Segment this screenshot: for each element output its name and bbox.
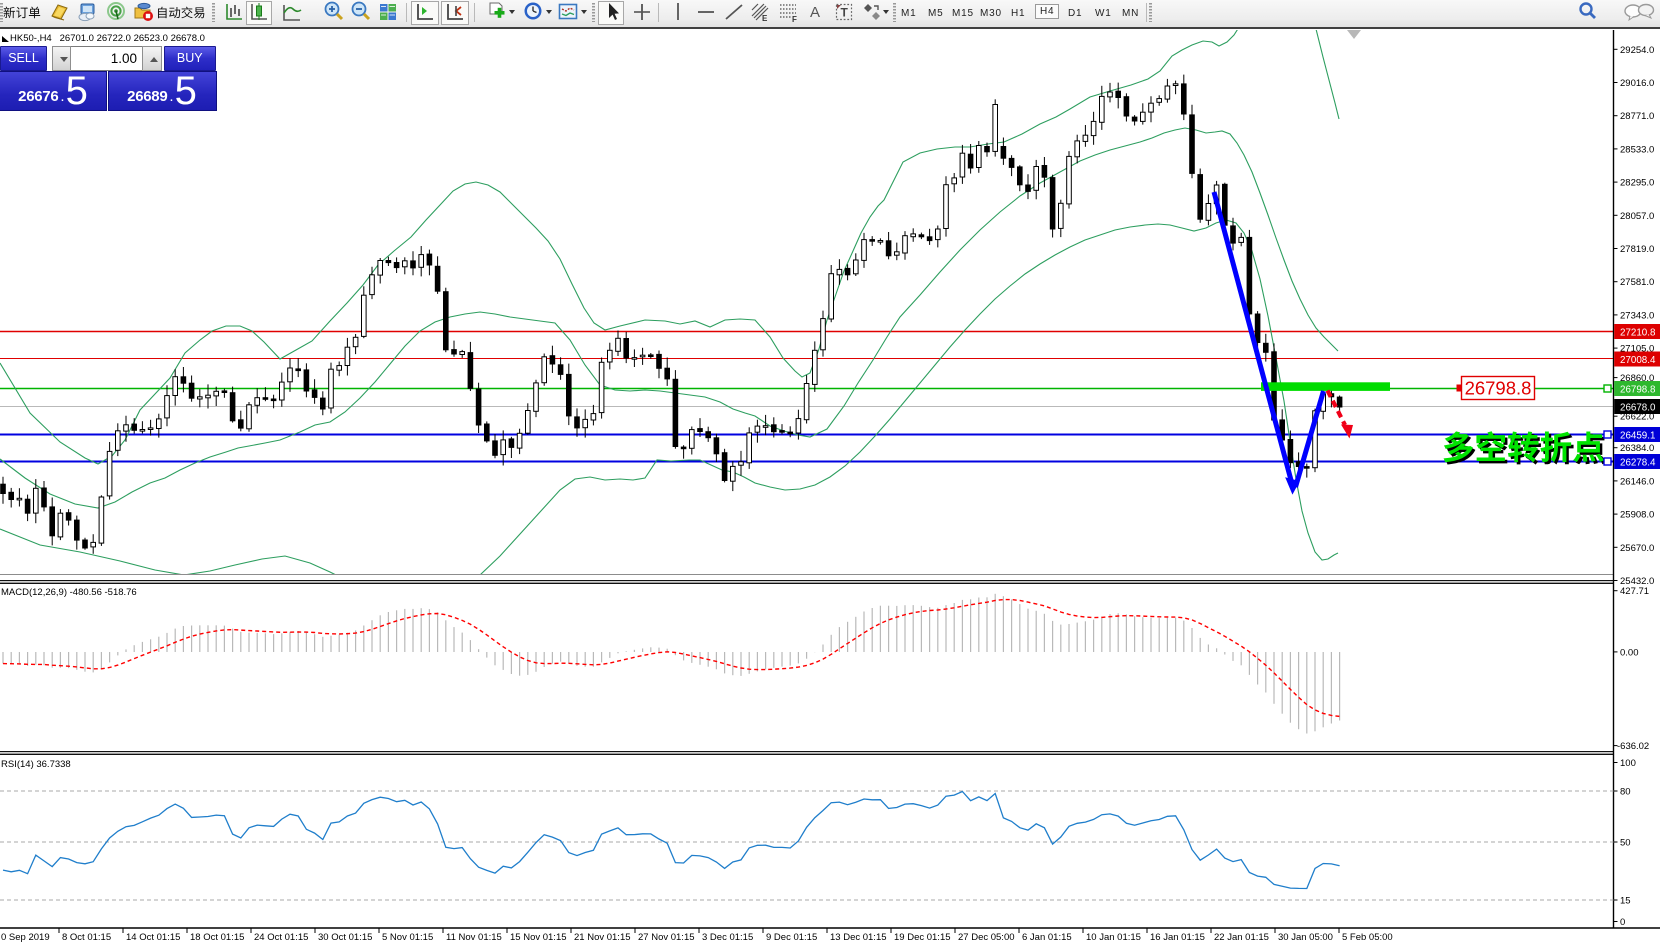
svg-text:26622.0: 26622.0 <box>1620 412 1654 423</box>
svg-text:0 Sep 2019: 0 Sep 2019 <box>1 932 50 943</box>
svg-text:22 Jan 01:15: 22 Jan 01:15 <box>1214 932 1269 943</box>
svg-text:15: 15 <box>1620 896 1631 907</box>
svg-text:27819.0: 27819.0 <box>1620 244 1654 255</box>
svg-text:29254.0: 29254.0 <box>1620 45 1654 56</box>
svg-text:T: T <box>841 6 849 20</box>
svg-text:28295.0: 28295.0 <box>1620 178 1654 189</box>
svg-text:21 Nov 01:15: 21 Nov 01:15 <box>574 932 631 943</box>
svg-text:26860.0: 26860.0 <box>1620 373 1654 384</box>
svg-text:29016.0: 29016.0 <box>1620 78 1654 89</box>
svg-text:8 Oct 01:15: 8 Oct 01:15 <box>62 932 111 943</box>
svg-text:26678.0: 26678.0 <box>1620 402 1656 413</box>
svg-text:26459.1: 26459.1 <box>1620 430 1655 441</box>
svg-text:19 Dec 01:15: 19 Dec 01:15 <box>894 932 951 943</box>
svg-text:27008.4: 27008.4 <box>1620 355 1656 366</box>
svg-text:13 Dec 01:15: 13 Dec 01:15 <box>830 932 887 943</box>
svg-text:25670.0: 25670.0 <box>1620 543 1654 554</box>
svg-text:27581.0: 27581.0 <box>1620 277 1654 288</box>
svg-text:14 Oct 01:15: 14 Oct 01:15 <box>126 932 180 943</box>
svg-text:MACD(12,26,9) -480.56 -518.76: MACD(12,26,9) -480.56 -518.76 <box>1 587 137 598</box>
svg-text:27105.0: 27105.0 <box>1620 344 1654 355</box>
svg-text:27 Nov 01:15: 27 Nov 01:15 <box>638 932 695 943</box>
svg-text:18 Oct 01:15: 18 Oct 01:15 <box>190 932 244 943</box>
svg-text:3 Dec 01:15: 3 Dec 01:15 <box>702 932 753 943</box>
svg-text:16 Jan 01:15: 16 Jan 01:15 <box>1150 932 1205 943</box>
svg-text:26798.8: 26798.8 <box>1465 378 1532 399</box>
svg-text:E: E <box>762 14 768 23</box>
svg-text:0.00: 0.00 <box>1620 647 1639 658</box>
svg-text:26278.4: 26278.4 <box>1620 457 1656 468</box>
svg-text:27 Dec 05:00: 27 Dec 05:00 <box>958 932 1015 943</box>
svg-text:25908.0: 25908.0 <box>1620 510 1654 521</box>
svg-text:30 Jan 05:00: 30 Jan 05:00 <box>1278 932 1333 943</box>
svg-text:5 Feb 05:00: 5 Feb 05:00 <box>1342 932 1393 943</box>
svg-text:F: F <box>792 15 797 24</box>
svg-text:-636.02: -636.02 <box>1617 741 1649 752</box>
svg-text:100: 100 <box>1620 758 1636 769</box>
svg-text:27343.0: 27343.0 <box>1620 310 1654 321</box>
svg-text:0: 0 <box>1620 917 1625 928</box>
svg-text:28533.0: 28533.0 <box>1620 144 1654 155</box>
svg-text:RSI(14) 36.7338: RSI(14) 36.7338 <box>1 759 71 770</box>
svg-text:28771.0: 28771.0 <box>1620 111 1654 122</box>
svg-text:26798.8: 26798.8 <box>1620 384 1656 395</box>
svg-text:24 Oct 01:15: 24 Oct 01:15 <box>254 932 308 943</box>
svg-text:6 Jan 01:15: 6 Jan 01:15 <box>1022 932 1072 943</box>
svg-text:10 Jan 01:15: 10 Jan 01:15 <box>1086 932 1141 943</box>
svg-text:80: 80 <box>1620 787 1631 798</box>
svg-text:26384.0: 26384.0 <box>1620 443 1654 454</box>
svg-text:27210.8: 27210.8 <box>1620 327 1656 338</box>
svg-text:427.71: 427.71 <box>1620 586 1649 597</box>
svg-text:28057.0: 28057.0 <box>1620 211 1654 222</box>
svg-text:30 Oct 01:15: 30 Oct 01:15 <box>318 932 372 943</box>
svg-text:A: A <box>810 4 820 21</box>
svg-text:11 Nov 01:15: 11 Nov 01:15 <box>446 932 502 943</box>
svg-text:15 Nov 01:15: 15 Nov 01:15 <box>510 932 567 943</box>
svg-text:25432.0: 25432.0 <box>1620 576 1654 587</box>
svg-text:26146.0: 26146.0 <box>1620 476 1654 487</box>
svg-text:9 Dec 01:15: 9 Dec 01:15 <box>766 932 817 943</box>
svg-text:50: 50 <box>1620 838 1631 849</box>
svg-text:5 Nov 01:15: 5 Nov 01:15 <box>382 932 433 943</box>
